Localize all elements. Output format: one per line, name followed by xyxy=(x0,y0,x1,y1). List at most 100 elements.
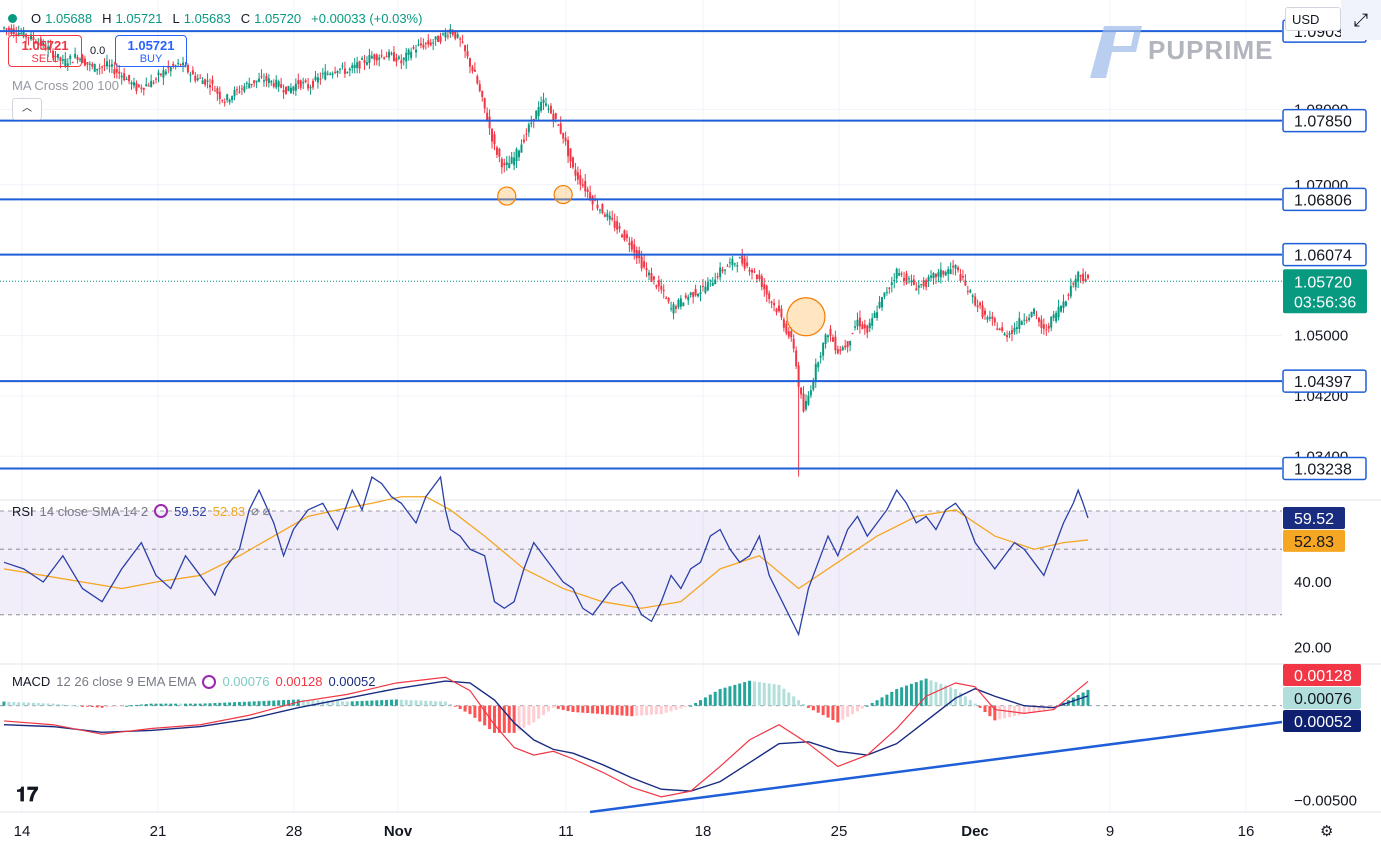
level-price-label: 1.07850 xyxy=(1294,114,1352,131)
macd-histogram-bar xyxy=(66,704,70,706)
indicator-settings-icon[interactable] xyxy=(202,674,217,689)
candle-body xyxy=(267,78,270,84)
candle-body xyxy=(510,156,513,164)
macd-histogram-bar xyxy=(870,702,874,706)
candle-body xyxy=(351,65,354,69)
low-label: L xyxy=(172,11,180,26)
candle-body xyxy=(468,58,471,67)
macd-value-label: 0.00052 xyxy=(1294,714,1352,731)
candle-body xyxy=(890,282,893,286)
macd-histogram-bar xyxy=(409,700,413,706)
level-price-tag xyxy=(1282,242,1367,267)
candle-body xyxy=(986,317,989,320)
macd-histogram-bar xyxy=(586,705,590,714)
candle-body xyxy=(113,69,116,74)
candle-body xyxy=(630,240,633,250)
macd-histogram-bar xyxy=(105,705,109,708)
macd-histogram-bar xyxy=(944,685,948,706)
rsi-legend[interactable]: RSI 14 close SMA 14 2 59.52 52.83 ⌀ ⌀ xyxy=(12,503,270,519)
macd-histogram-bar xyxy=(262,700,266,706)
macd-histogram-bar xyxy=(669,705,673,712)
macd-histogram-bar xyxy=(689,705,693,707)
rsi-line xyxy=(3,475,1089,637)
candle-body xyxy=(598,209,601,211)
candle-body xyxy=(763,284,766,290)
candle-body xyxy=(981,305,984,318)
candle-body xyxy=(397,56,400,59)
candle-body xyxy=(520,144,523,153)
candle-body xyxy=(603,214,606,217)
candle-body xyxy=(231,96,234,101)
candle-body xyxy=(191,70,194,75)
candle-body xyxy=(1052,314,1055,318)
candle-body xyxy=(115,68,118,73)
currency-select[interactable]: USD xyxy=(1285,7,1341,31)
candle-body xyxy=(66,63,69,66)
candle-body xyxy=(785,323,788,334)
macd-histogram-bar xyxy=(949,687,953,706)
buy-price: 1.05721 xyxy=(127,38,175,53)
macd-histogram-bar xyxy=(345,701,349,706)
candle-body xyxy=(795,350,798,367)
candle-body xyxy=(1030,312,1033,318)
candle-body xyxy=(186,65,189,73)
macd-histogram-bar xyxy=(282,700,286,706)
candle-body xyxy=(650,273,653,282)
macd-histogram-bar xyxy=(120,705,124,707)
macd-histogram-bar xyxy=(139,704,143,706)
candle-body xyxy=(697,293,700,297)
candle-body xyxy=(812,380,815,390)
candle-body xyxy=(621,234,624,238)
candle-body xyxy=(893,279,896,282)
macd-histogram-bar xyxy=(762,682,766,706)
candle-body xyxy=(800,387,803,395)
candle-body xyxy=(15,33,18,36)
settings-gear-icon[interactable]: ⚙ xyxy=(1320,823,1334,840)
candle-body xyxy=(765,285,768,295)
candle-body xyxy=(304,80,307,83)
candle-body xyxy=(432,42,435,44)
candle-body xyxy=(743,258,746,269)
macd-histogram-bar xyxy=(453,705,457,707)
candle-body xyxy=(272,83,275,87)
buy-button[interactable]: 1.05721 BUY xyxy=(115,35,187,67)
candle-body xyxy=(949,269,952,275)
macd-histogram-bar xyxy=(1086,689,1090,706)
candle-body xyxy=(34,42,37,44)
macd-histogram-bar xyxy=(826,705,830,718)
candle-body xyxy=(554,113,557,119)
candle-body xyxy=(888,287,891,289)
candle-body xyxy=(665,297,668,299)
level-price-tag xyxy=(1282,187,1367,212)
candle-body xyxy=(768,293,771,299)
candle-body xyxy=(564,137,567,142)
macd-histogram-bar xyxy=(159,703,163,706)
sell-button[interactable]: 1.05721 SELL xyxy=(8,35,82,67)
fullscreen-icon[interactable]: ⤢ xyxy=(1341,0,1381,40)
macd-legend[interactable]: MACD 12 26 close 9 EMA EMA 0.00076 0.001… xyxy=(12,674,375,689)
macd-histogram-bar xyxy=(1081,692,1085,706)
candle-body xyxy=(944,272,947,276)
candle-body xyxy=(942,270,945,275)
tradingview-logo-icon[interactable]: 𝟏𝟕 xyxy=(16,784,39,806)
candle-body xyxy=(871,318,874,326)
candle-body xyxy=(535,110,538,120)
candle-body xyxy=(307,84,310,89)
candle-body xyxy=(312,80,315,88)
macd-histogram-bar xyxy=(831,705,835,721)
macd-histogram-bar xyxy=(561,705,565,710)
indicator-settings-icon[interactable] xyxy=(154,504,169,518)
candle-body xyxy=(282,90,285,93)
ma-cross-legend[interactable]: MA Cross 200 100 xyxy=(12,78,119,93)
macd-histogram-bar xyxy=(875,700,879,706)
x-tick-label: Nov xyxy=(384,823,413,840)
candle-body xyxy=(262,80,265,82)
collapse-legend-button[interactable]: ︿ xyxy=(12,98,42,120)
macd-histogram-bar xyxy=(1017,705,1021,716)
candle-body xyxy=(1001,327,1004,331)
candle-body xyxy=(1035,314,1038,316)
candle-body xyxy=(412,47,415,49)
candle-body xyxy=(829,328,832,336)
candle-body xyxy=(824,334,827,345)
